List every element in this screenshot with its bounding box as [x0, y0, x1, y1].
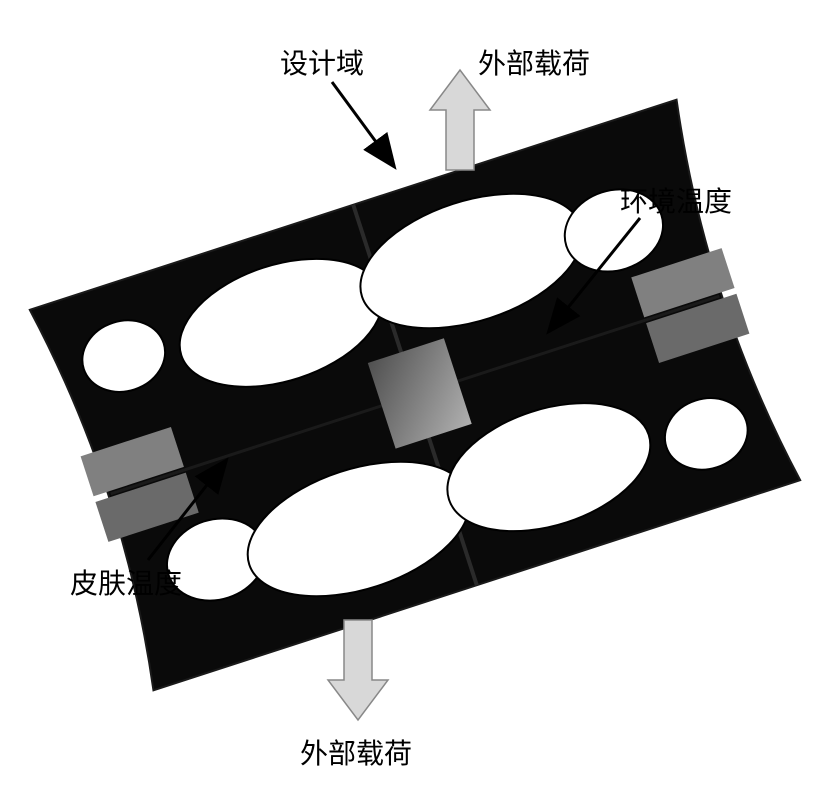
label-external-load-top: 外部载荷: [478, 42, 590, 82]
label-external-load-bottom: 外部载荷: [300, 732, 412, 772]
load-arrow-bottom: [328, 620, 388, 720]
diagram-svg: [0, 0, 835, 794]
label-arrow: [332, 82, 393, 165]
load-arrow-top: [430, 70, 490, 170]
label-ambient-temperature: 环境温度: [620, 180, 732, 220]
label-skin-temperature: 皮肤温度: [70, 562, 182, 602]
label-design-domain: 设计域: [280, 42, 364, 82]
diagram-container: 设计域 外部载荷 环境温度 皮肤温度 外部载荷: [0, 0, 835, 794]
